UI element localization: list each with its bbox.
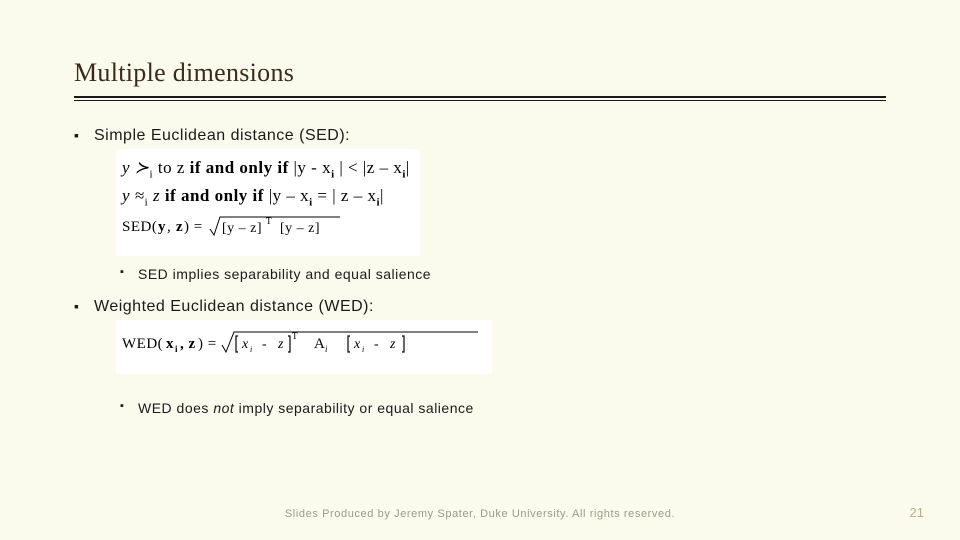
math-sed-line1: y ≻i to z if and only if |y - xi | < |z … [122, 155, 410, 183]
rule-thick [74, 96, 886, 98]
svg-text:[y – z]: [y – z] [280, 221, 320, 236]
bullet-wed-sub: WED does not imply separability or equal… [120, 400, 886, 416]
bullet-wed: Weighted Euclidean distance (WED): WED( … [74, 298, 886, 416]
svg-text:SED(: SED( [122, 219, 157, 235]
math-sed-formula: SED( y , z ) = [y – z] T [y – z] [122, 211, 410, 251]
page-number: 21 [910, 505, 924, 520]
svg-text:i: i [250, 345, 253, 354]
rule-thin [74, 100, 886, 101]
svg-text:A: A [314, 336, 325, 352]
svg-text:y: y [158, 219, 166, 235]
svg-text:WED(: WED( [122, 336, 163, 352]
math-wed-formula: WED( x i , z ) = x i - z T [122, 326, 482, 368]
svg-text:-: - [374, 337, 379, 352]
svg-text:-: - [262, 337, 267, 352]
svg-text:[y – z]: [y – z] [222, 221, 262, 236]
svg-text:T: T [266, 216, 272, 226]
math-wed-block: WED( x i , z ) = x i - z T [116, 320, 492, 374]
bullet-sed: Simple Euclidean distance (SED): y ≻i to… [74, 127, 886, 282]
bullet-sed-label: Simple Euclidean distance (SED): [94, 127, 350, 144]
svg-text:i: i [362, 345, 365, 354]
math-sed-line2: y ≈i z if and only if |y – xi = | z – xi… [122, 183, 410, 211]
svg-text:i: i [175, 344, 178, 354]
bullet-wed-label: Weighted Euclidean distance (WED): [94, 298, 374, 315]
footer-text: Slides Produced by Jeremy Spater, Duke U… [0, 508, 960, 520]
svg-text:z: z [389, 337, 396, 352]
svg-text:i: i [325, 344, 328, 354]
svg-text:) =: ) = [184, 219, 203, 235]
math-sed-block: y ≻i to z if and only if |y - xi | < |z … [116, 149, 420, 256]
svg-text:z: z [277, 337, 284, 352]
svg-text:x: x [353, 337, 361, 352]
svg-text:x: x [241, 337, 249, 352]
bullet-sed-sub: SED implies separability and equal salie… [120, 266, 886, 282]
svg-text:T: T [292, 331, 298, 341]
svg-text:, z: , z [180, 336, 196, 352]
svg-text:) =: ) = [198, 336, 217, 352]
svg-text:z: z [176, 219, 183, 235]
svg-text:,: , [167, 219, 171, 235]
slide-title: Multiple dimensions [74, 58, 886, 88]
svg-text:x: x [166, 336, 174, 352]
